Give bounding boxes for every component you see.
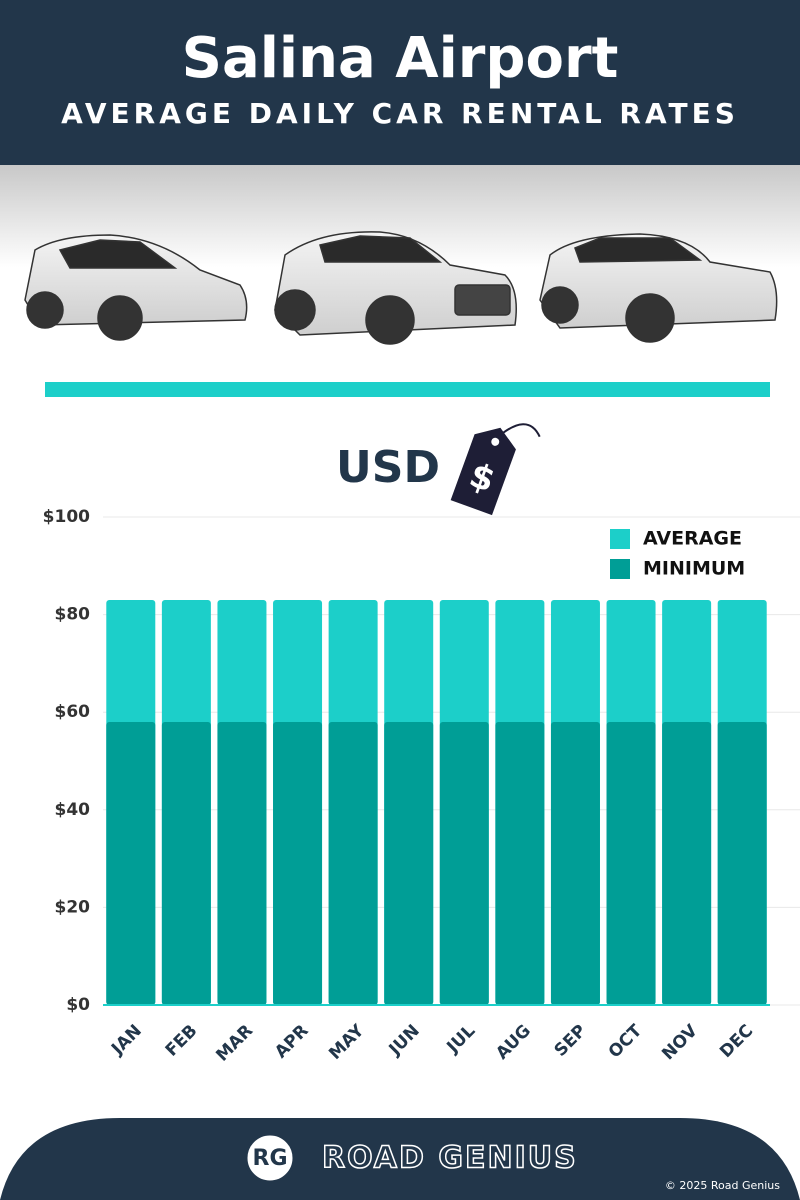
bar bbox=[384, 721, 434, 1005]
x-tick-label: OCT bbox=[605, 1021, 647, 1063]
unit-label: USD bbox=[336, 442, 440, 493]
x-tick-label: DEC bbox=[716, 1021, 757, 1062]
logo-badge bbox=[244, 1132, 296, 1184]
copyright: © 2025 Road Genius bbox=[665, 1179, 780, 1192]
legend-swatch bbox=[610, 559, 630, 579]
legend-label: MINIMUM bbox=[643, 558, 745, 580]
x-tick-label: JAN bbox=[107, 1021, 146, 1060]
x-tick-label: SEP bbox=[551, 1021, 591, 1061]
bar bbox=[606, 721, 656, 1005]
y-tick-label: $100 bbox=[43, 507, 90, 527]
header-band bbox=[0, 0, 800, 165]
y-tick-label: $0 bbox=[66, 995, 90, 1015]
bar bbox=[717, 721, 767, 1005]
bar bbox=[106, 721, 156, 1005]
x-tick-label: JUL bbox=[443, 1021, 480, 1058]
bar bbox=[217, 721, 267, 1005]
bar bbox=[550, 721, 600, 1005]
y-tick-label: $60 bbox=[55, 702, 91, 722]
brand: ROAD GENIUS bbox=[322, 1141, 578, 1176]
y-tick-label: $40 bbox=[55, 800, 91, 820]
title: Salina Airport bbox=[182, 26, 619, 91]
subtitle: AVERAGE DAILY CAR RENTAL RATES bbox=[61, 97, 739, 130]
x-tick-label: MAY bbox=[325, 1020, 368, 1063]
legend-swatch bbox=[610, 529, 630, 549]
x-tick-label: FEB bbox=[162, 1021, 202, 1061]
footer-band bbox=[0, 1118, 800, 1200]
bar bbox=[161, 721, 211, 1005]
x-tick-label: JUN bbox=[385, 1021, 424, 1060]
bar bbox=[495, 721, 545, 1005]
divider bbox=[45, 382, 770, 397]
x-tick-label: APR bbox=[271, 1021, 313, 1063]
x-tick-label: AUG bbox=[492, 1021, 535, 1064]
legend-label: AVERAGE bbox=[643, 528, 742, 550]
y-tick-label: $80 bbox=[55, 605, 91, 625]
bar bbox=[328, 721, 378, 1005]
car-images bbox=[24, 231, 778, 345]
logo: RG bbox=[253, 1146, 288, 1171]
x-tick-label: MAR bbox=[212, 1021, 257, 1066]
x-tick-label: NOV bbox=[658, 1020, 702, 1064]
bar bbox=[662, 721, 712, 1005]
bar bbox=[273, 721, 323, 1005]
bar bbox=[439, 721, 489, 1005]
y-tick-label: $20 bbox=[55, 897, 91, 917]
price-tag-icon: $ bbox=[450, 423, 541, 516]
